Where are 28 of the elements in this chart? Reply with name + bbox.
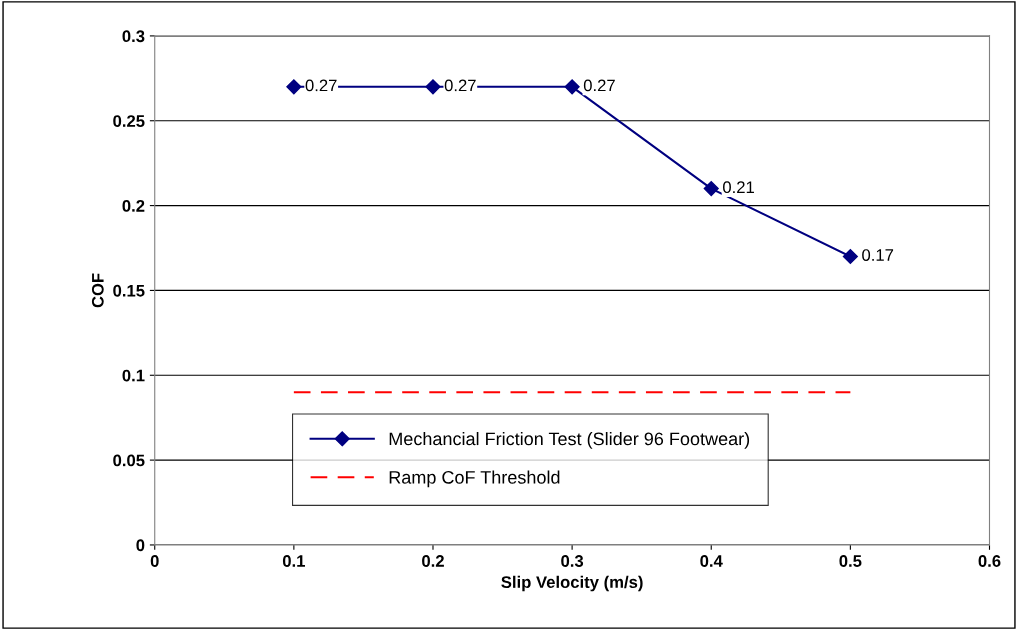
point [842,248,858,265]
x-tick-label: 0.1 [282,555,305,567]
data-label: 0.27 [444,79,476,92]
point [425,79,441,95]
point [286,79,302,95]
legend-label: Ramp CoF Threshold [389,470,560,488]
y-tick-label: 0.15 [113,284,145,297]
x-tick-label: 0.2 [422,555,444,567]
x-tick-label: 0.5 [839,555,862,567]
data-label: 0.27 [583,79,615,92]
y-axis-title: COF [91,273,104,308]
y-tick-label: 0.1 [122,369,145,382]
y-tick-label: 0 [136,539,145,552]
legend-label: Mechancial Friction Test (Slider 96 Footwear) [389,432,750,449]
x-tick-label: 0 [150,555,159,567]
x-axis-title: Slip Velocity (m/s) [501,575,643,592]
data-label: 0.17 [862,249,894,261]
x-tick-label: 0.4 [700,555,723,567]
y-tick-label: 0.2 [122,199,145,212]
x-tick-label: 0.6 [978,555,1001,567]
y-tick-label: 0.3 [122,30,145,43]
data-label: 0.21 [723,181,754,194]
y-tick-label: 0.25 [113,115,145,127]
point [703,181,719,197]
y-tick-label: 0.05 [113,454,145,467]
point [564,79,580,95]
data-label: 0.27 [305,79,337,92]
x-tick-label: 0.3 [561,555,584,567]
